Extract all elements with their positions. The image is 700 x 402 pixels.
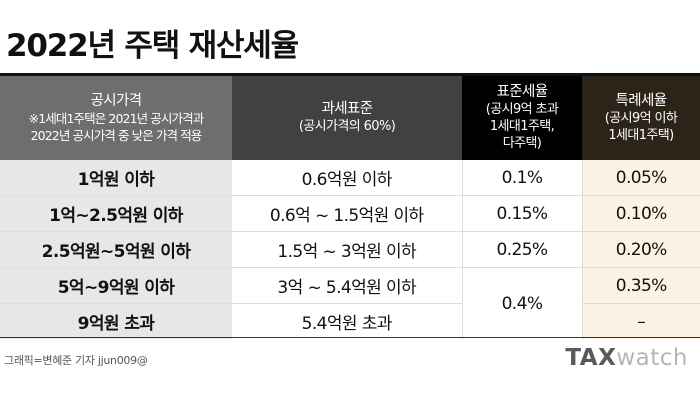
table-row: 9억원 초과 5.4억원 초과 – xyxy=(0,303,700,339)
special-rate-cell: 0.35% xyxy=(582,267,700,304)
header-standard-rate-sub-3: 다주택) xyxy=(502,136,542,151)
header-tax-base: 과세표준 (공시가격의 60%) xyxy=(232,76,462,160)
tax-base-cell: 0.6억원 이하 xyxy=(232,160,462,196)
header-official-price-note-2: 2022년 공시가격 중 낮은 가격 적용 xyxy=(30,127,203,143)
top-rule xyxy=(0,73,700,76)
header-tax-base-label: 과세표준 xyxy=(321,101,374,117)
header-special-rate-sub-2: 1세대1주택) xyxy=(608,127,674,143)
special-rate-cell: 0.05% xyxy=(582,160,700,196)
standard-rate-cell: 0.25% xyxy=(461,231,583,268)
tax-base-cell: 5.4억원 초과 xyxy=(232,303,462,339)
taxwatch-logo: TAXwatch xyxy=(565,344,688,372)
standard-rate-cell-merged: 0.4% xyxy=(461,267,583,339)
standard-rate-cell: 0.15% xyxy=(461,195,583,232)
official-price-cell: 2.5억원~5억원 이하 xyxy=(0,231,232,268)
official-price-cell: 1억원 이하 xyxy=(0,160,232,196)
header-official-price-label: 공시가격 xyxy=(90,92,143,109)
special-rate-cell: – xyxy=(582,303,700,339)
tax-rate-table: 공시가격 ※1세대1주택은 2021년 공시가격과 2022년 공시가격 중 낮… xyxy=(0,76,700,339)
header-special-rate-sub-1: (공시9억 이하 xyxy=(604,110,678,126)
header-tax-base-sub: (공시가격의 60%) xyxy=(298,119,396,134)
header-standard-rate: 표준세율 (공시9억 초과 1세대1주택, 다주택) xyxy=(462,76,582,160)
graphic-credit: 그래픽=변혜준 기자 jjun009@ xyxy=(4,354,148,367)
logo-part-tax: TAX xyxy=(565,345,617,371)
table-row: 2.5억원~5억원 이하 1.5억 ~ 3억원 이하 0.25% 0.20% xyxy=(0,231,700,268)
header-standard-rate-sub-2: 1세대1주택, xyxy=(489,119,555,134)
header-standard-rate-label: 표준세율 xyxy=(496,84,549,100)
special-rate-cell: 0.20% xyxy=(582,231,700,268)
header-official-price: 공시가격 ※1세대1주택은 2021년 공시가격과 2022년 공시가격 중 낮… xyxy=(0,76,232,160)
tax-base-cell: 0.6억 ~ 1.5억원 이하 xyxy=(232,195,462,232)
table-row: 5억~9억원 이하 3억 ~ 5.4억원 이하 0.4% 0.35% xyxy=(0,267,700,339)
tax-base-cell: 3억 ~ 5.4억원 이하 xyxy=(232,267,462,304)
logo-part-watch: watch xyxy=(616,345,688,371)
special-rate-cell: 0.10% xyxy=(582,195,700,232)
header-official-price-note-1: ※1세대1주택은 2021년 공시가격과 xyxy=(28,110,205,126)
official-price-cell: 5억~9억원 이하 xyxy=(0,267,232,304)
header-special-rate-label: 특례세율 xyxy=(615,92,668,109)
header-row: 공시가격 ※1세대1주택은 2021년 공시가격과 2022년 공시가격 중 낮… xyxy=(0,76,700,160)
table-row: 1억원 이하 0.6억원 이하 0.1% 0.05% xyxy=(0,160,700,196)
page-title: 2022년 주택 재산세율 xyxy=(6,28,299,64)
table-row: 1억~2.5억원 이하 0.6억 ~ 1.5억원 이하 0.15% 0.10% xyxy=(0,195,700,232)
tax-base-cell: 1.5억 ~ 3억원 이하 xyxy=(232,231,462,268)
header-standard-rate-sub-1: (공시9억 초과 xyxy=(485,102,559,117)
header-special-rate: 특례세율 (공시9억 이하 1세대1주택) xyxy=(582,76,700,160)
official-price-cell: 9억원 초과 xyxy=(0,303,232,339)
bottom-rule xyxy=(0,337,700,338)
official-price-cell: 1억~2.5억원 이하 xyxy=(0,195,232,232)
standard-rate-cell: 0.1% xyxy=(461,160,583,196)
